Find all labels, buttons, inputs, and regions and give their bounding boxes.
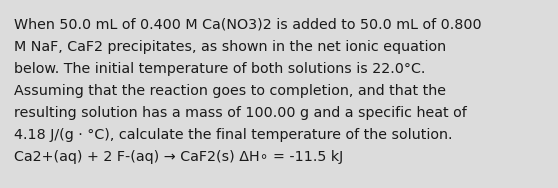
Text: M NaF, CaF2 precipitates, as shown in the net ionic equation: M NaF, CaF2 precipitates, as shown in th… [14, 40, 446, 54]
Text: below. The initial temperature of both solutions is 22.0°C.: below. The initial temperature of both s… [14, 62, 425, 76]
Text: Ca2+(aq) + 2 F-(aq) → CaF2(s) ΔH∘ = -11.5 kJ: Ca2+(aq) + 2 F-(aq) → CaF2(s) ΔH∘ = -11.… [14, 150, 343, 164]
Text: 4.18 J/(g · °C), calculate the final temperature of the solution.: 4.18 J/(g · °C), calculate the final tem… [14, 128, 453, 142]
Text: Assuming that the reaction goes to completion, and that the: Assuming that the reaction goes to compl… [14, 84, 446, 98]
Text: resulting solution has a mass of 100.00 g and a specific heat of: resulting solution has a mass of 100.00 … [14, 106, 466, 120]
Text: When 50.0 mL of 0.400 M Ca(NO3)2 is added to 50.0 mL of 0.800: When 50.0 mL of 0.400 M Ca(NO3)2 is adde… [14, 18, 482, 32]
